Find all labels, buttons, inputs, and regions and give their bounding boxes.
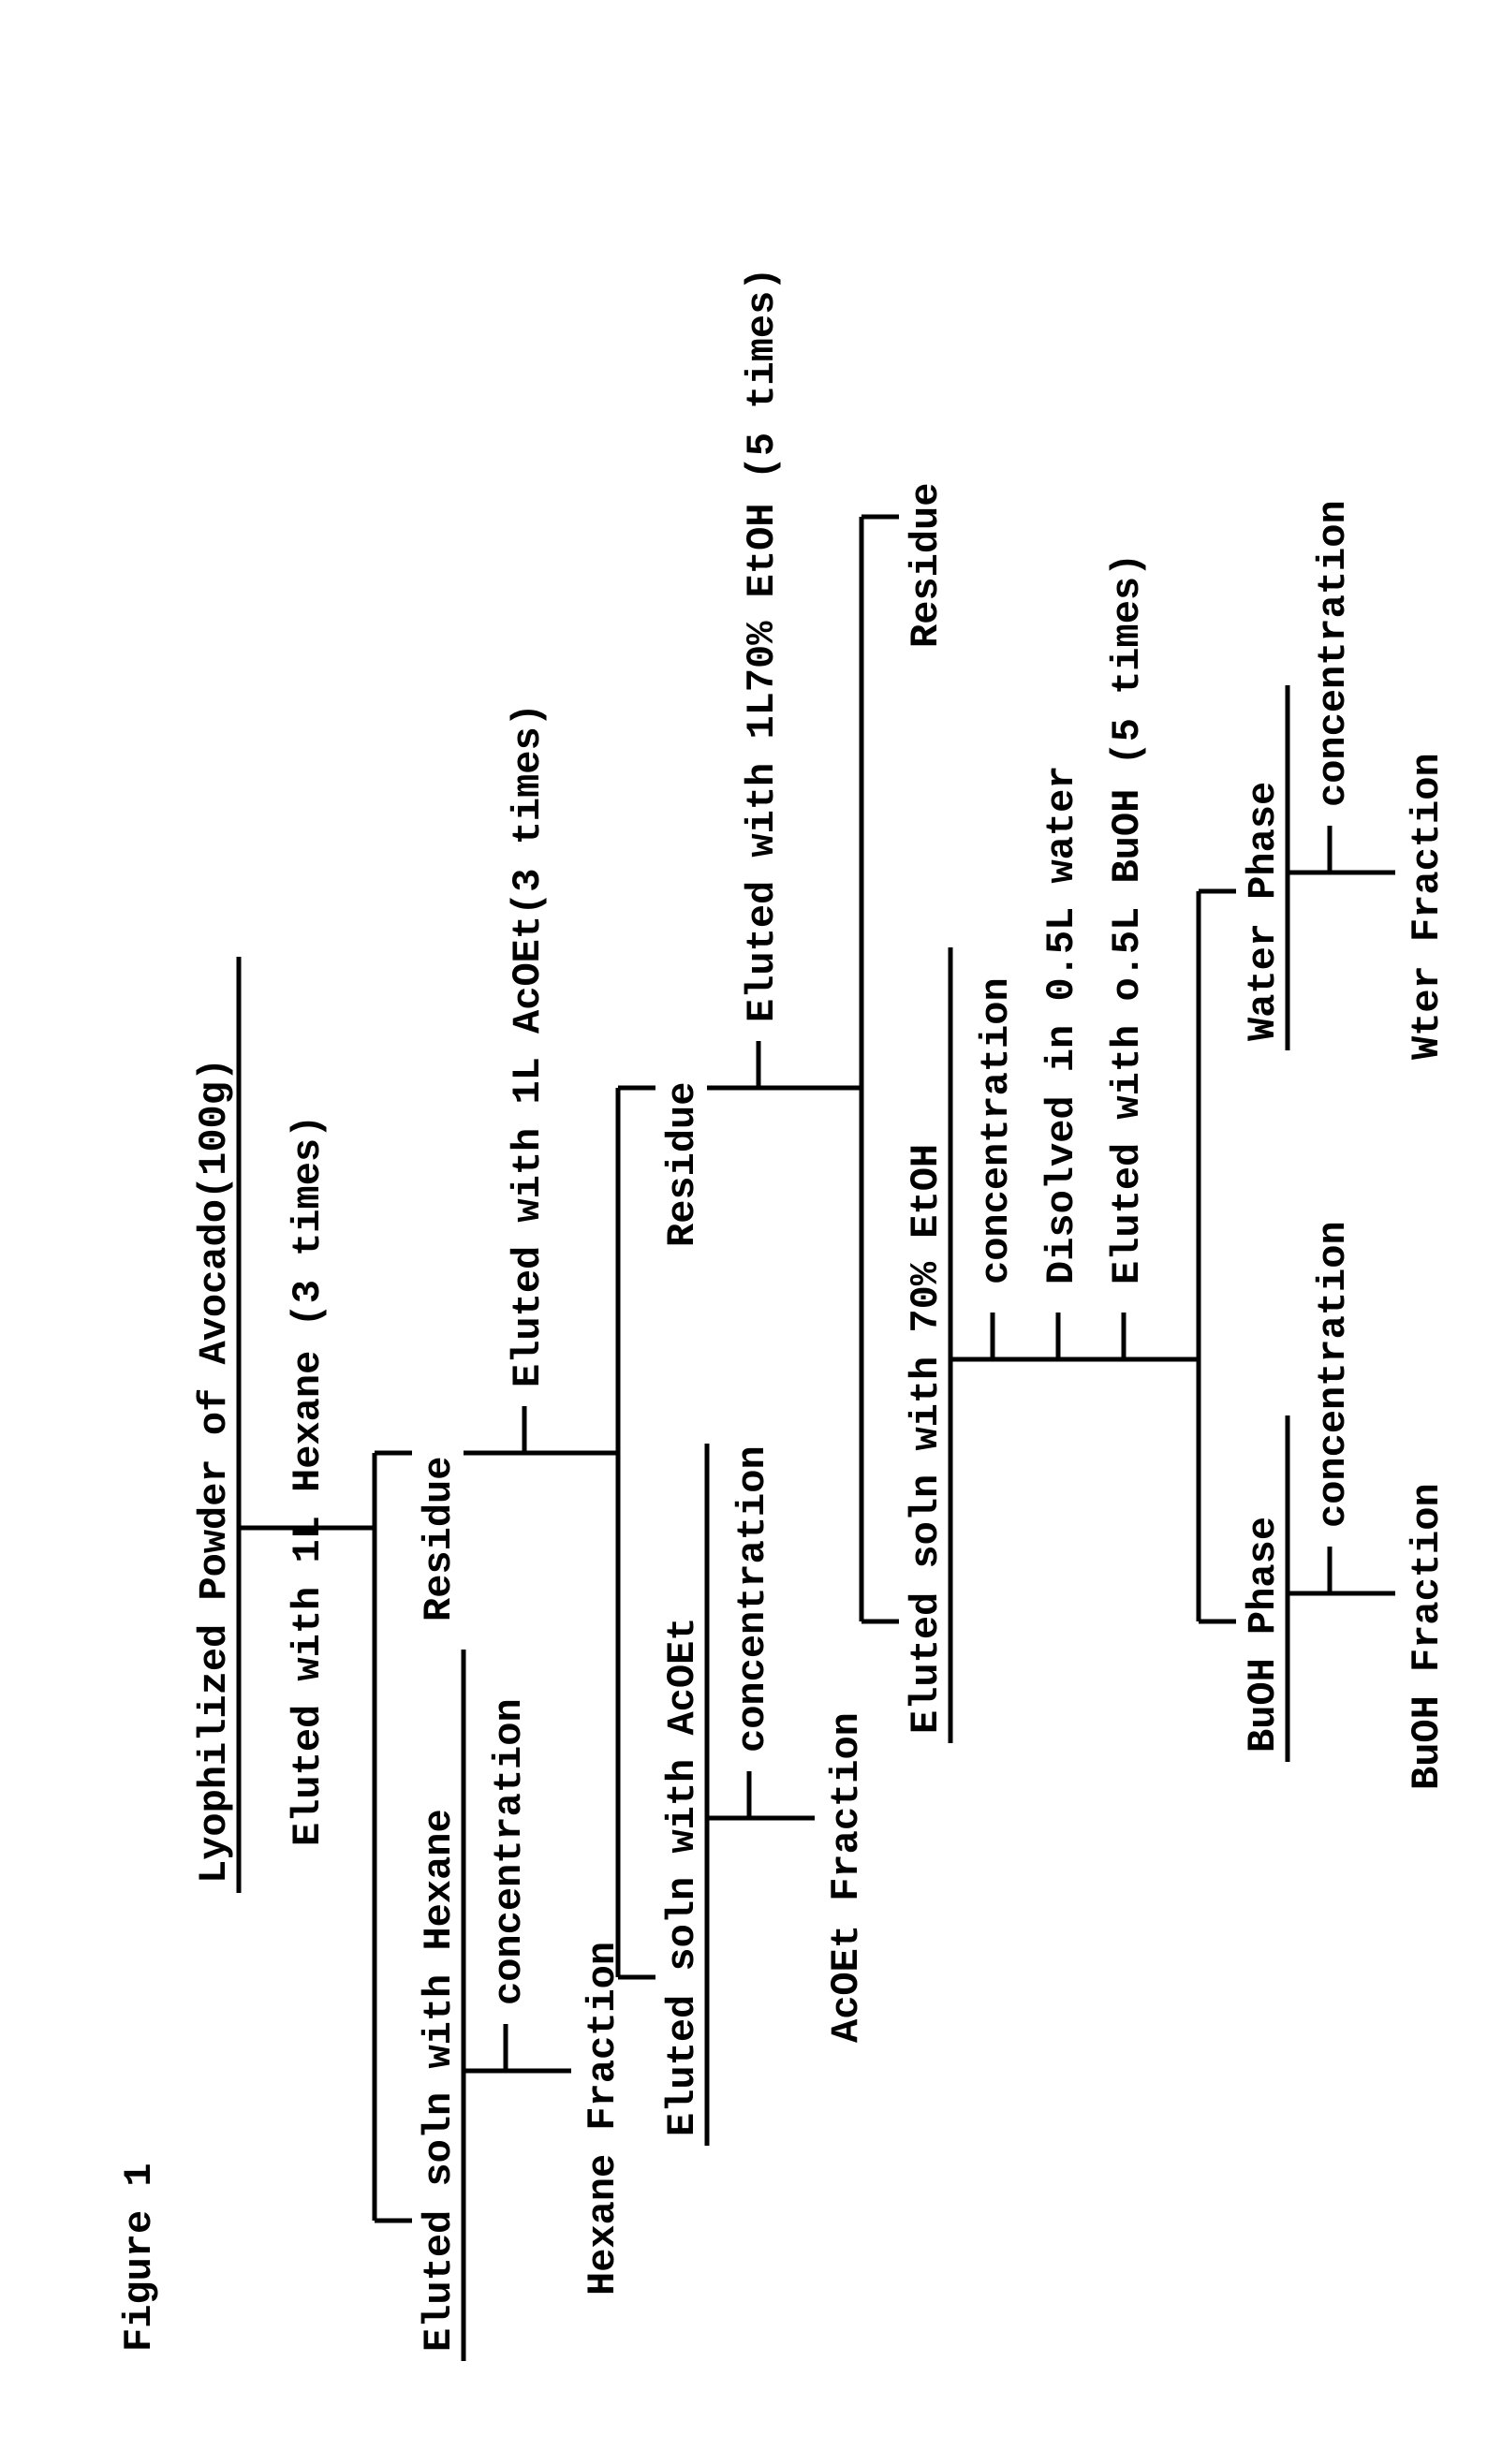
step4-conc-left: concentration [1311, 1221, 1356, 1528]
step1-elute: Eluted with 1L Hexane (3 times) [286, 1115, 331, 1846]
branch3-left: Eluted soln with 70% EtOH [904, 1144, 949, 1734]
figure-title: Figure 1 [117, 2163, 162, 2352]
branch2-right: Residue [660, 1082, 705, 1247]
branch3-right: Residue [904, 483, 949, 648]
branch1-right: Residue [417, 1457, 462, 1621]
step1-conc: concentration [487, 1698, 532, 2005]
fraction2: AcOEt Fraction [824, 1712, 869, 2043]
branch4-left: BuOH Phase [1241, 1517, 1286, 1753]
branch2-left: Eluted soln with AcOEt [660, 1618, 705, 2137]
branch1-left: Eluted soln with Hexane [417, 1809, 462, 2352]
step2-elute: Eluted with 1L AcOEt(3 times) [506, 703, 551, 1387]
step3-elute: Eluted with 1L70% EtOH (5 times) [740, 267, 785, 1022]
start-material: Lyophilized Powder of Avocado(100g) [192, 1058, 237, 1884]
fraction1: Hexane Fraction [581, 1942, 626, 2295]
step4-conc-right: concentration [1311, 500, 1356, 807]
step2-conc: concentration [730, 1445, 775, 1753]
step3-elute2: Eluted with o.5L BuOH (5 times) [1105, 553, 1150, 1284]
step3-conc: concentration [974, 977, 1019, 1284]
fraction3: BuOH Fraction [1405, 1483, 1450, 1790]
branch4-right: Water Phase [1241, 782, 1286, 1041]
step3-dissolve: Disolved in 0.5L water [1039, 766, 1084, 1285]
fraction4: Wter Fraction [1405, 753, 1450, 1060]
